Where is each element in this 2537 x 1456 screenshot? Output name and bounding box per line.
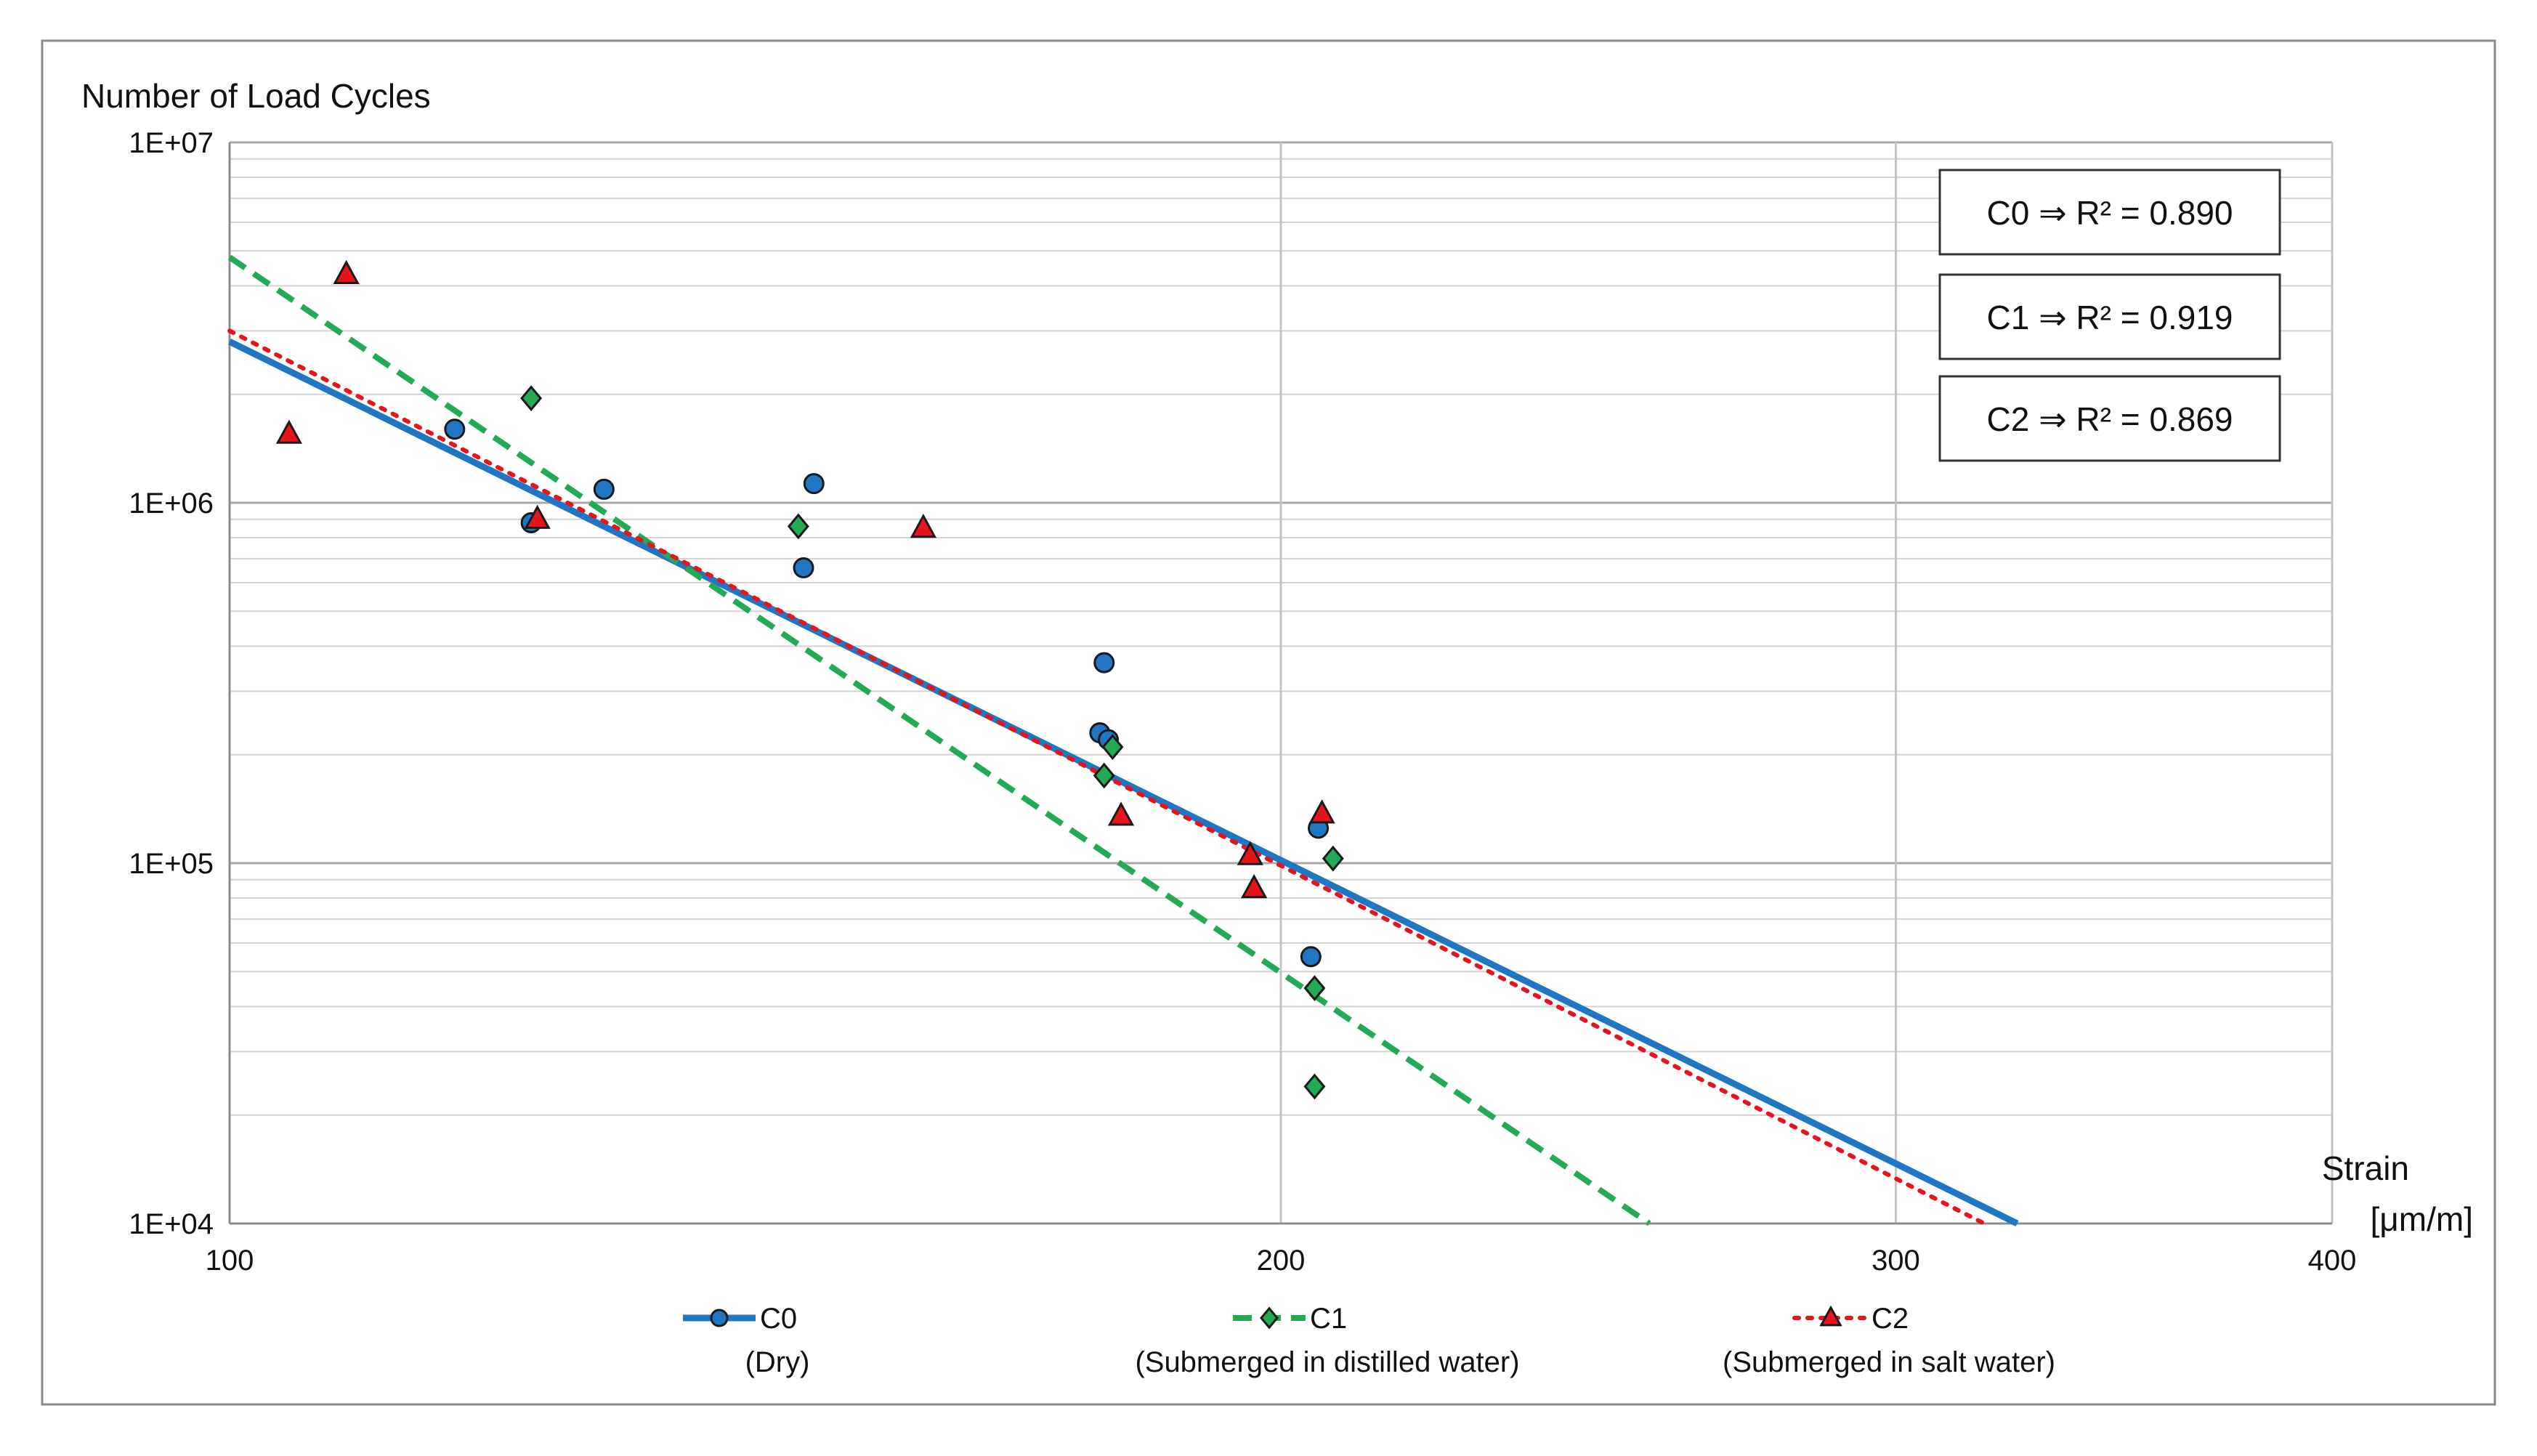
point-c1 [1303,1073,1326,1100]
point-c1 [787,513,809,540]
trendline-c1 [227,254,1651,1226]
x-tick-label: 400 [2308,1245,2357,1277]
x-tick-label: 200 [1257,1245,1306,1277]
legend-description-c2: (Submerged in salt water) [1723,1346,2055,1378]
axis-labels: Number of Load Cycles Strain [μm/m] [81,77,2473,1238]
y-tick-label: 1E+07 [129,127,214,159]
x-tick-label: 100 [206,1245,254,1277]
legend-name-c2: C2 [1872,1303,1909,1335]
legend-name-c0: C0 [760,1303,797,1335]
y-tick-label: 1E+05 [129,848,214,880]
legend-marker-c1 [1260,1306,1279,1330]
legend-marker-c2 [1819,1305,1842,1327]
legend-name-c1: C1 [1310,1303,1347,1335]
legend-description-c1: (Submerged in distilled water) [1135,1346,1519,1378]
x-axis-title-line1: Strain [2322,1149,2409,1187]
r2-box-c1 [1938,273,2281,360]
point-c1 [1093,762,1115,789]
r2-box-c0 [1938,169,2281,256]
r-squared-annotations: C0 ⇒ R² = 0.890 C1 ⇒ R² = 0.919 C2 ⇒ R² = … [1938,169,2281,462]
y-axis-title: Number of Load Cycles [81,77,431,115]
r2-text-c1: C1 ⇒ R² = 0.919 [1987,299,2233,336]
legend-marker-c0 [710,1309,729,1327]
point-c2 [1241,873,1268,899]
point-c1 [1303,975,1326,1001]
point-c2 [1308,799,1335,824]
x-tick-label: 300 [1872,1245,1920,1277]
point-c0 [593,478,615,500]
point-c2 [1237,841,1263,865]
y-tick-label: 1E+06 [129,488,214,519]
r2-box-c2 [1938,375,2281,462]
point-c0 [803,473,825,495]
x-axis-title-line2: [μm/m] [2371,1200,2473,1238]
point-c1 [1322,845,1344,872]
legend: C0 (Dry) C1 (Submerged in distilled water) C… [683,1303,2055,1378]
data-points [275,259,1344,1100]
chart-frame [41,39,2496,1406]
r2-text-c0: C0 ⇒ R² = 0.890 [1987,194,2233,232]
point-c0 [444,418,466,440]
point-c2 [333,259,360,284]
legend-description-c0: (Dry) [745,1346,810,1378]
point-c2 [524,504,551,529]
point-c2 [1107,801,1135,826]
trendline-c0 [228,339,2019,1227]
point-c2 [275,419,303,444]
point-c1 [1101,734,1124,761]
point-c0 [793,557,814,579]
point-c2 [910,513,937,538]
point-c1 [520,385,543,412]
point-c0 [1093,652,1115,674]
point-c0 [1300,946,1322,968]
r2-text-c2: C2 ⇒ R² = 0.869 [1987,400,2233,438]
y-tick-label: 1E+04 [129,1208,214,1240]
